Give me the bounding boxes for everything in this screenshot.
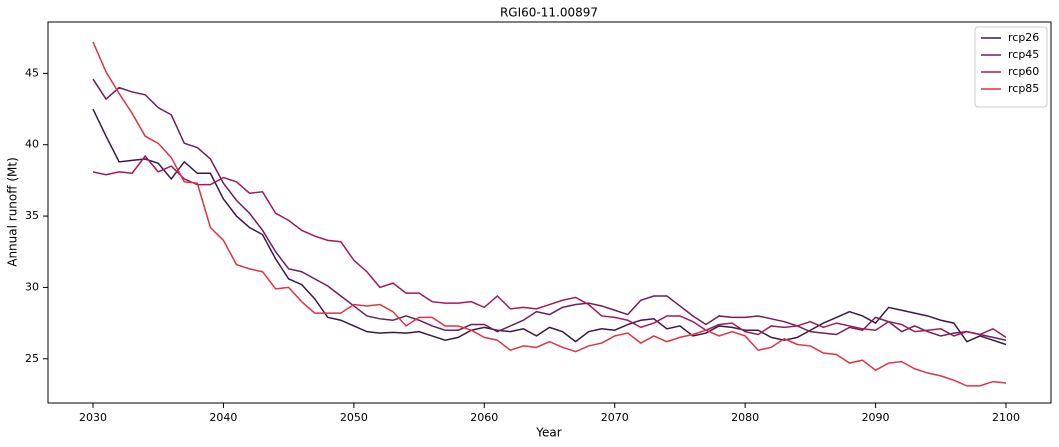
x-tick-label: 2090 [862,411,890,424]
y-tick-label: 30 [25,280,39,293]
legend-label: rcp45 [1008,48,1039,61]
series-line [92,78,1007,341]
x-axis-label: Year [535,426,561,440]
legend: rcp26 rcp45 rcp60 rcp85 [974,26,1048,108]
x-tick-label: 2060 [470,411,498,424]
x-tick-label: 2040 [209,411,237,424]
x-tick-label: 2050 [340,411,368,424]
legend-label: rcp60 [1008,65,1039,78]
legend-label: rcp85 [1008,82,1039,95]
legend-label: rcp26 [1008,31,1039,44]
y-tick-label: 35 [25,209,39,222]
x-tick-label: 2100 [992,411,1020,424]
x-tick-label: 2080 [731,411,759,424]
chart-title: RGI60-11.00897 [500,6,598,20]
plot-frame [47,21,1052,404]
y-tick-label: 45 [25,66,39,79]
x-tick-label: 2030 [79,411,107,424]
y-axis-label: Annual runoff (Mt) [6,157,20,267]
y-tick-label: 25 [25,352,39,365]
legend-frame [974,26,1048,108]
y-tick-label: 40 [25,138,39,151]
series-line [92,154,1007,338]
x-tick-label: 2070 [601,411,629,424]
series-line [92,41,1007,387]
series-line [92,108,1007,346]
